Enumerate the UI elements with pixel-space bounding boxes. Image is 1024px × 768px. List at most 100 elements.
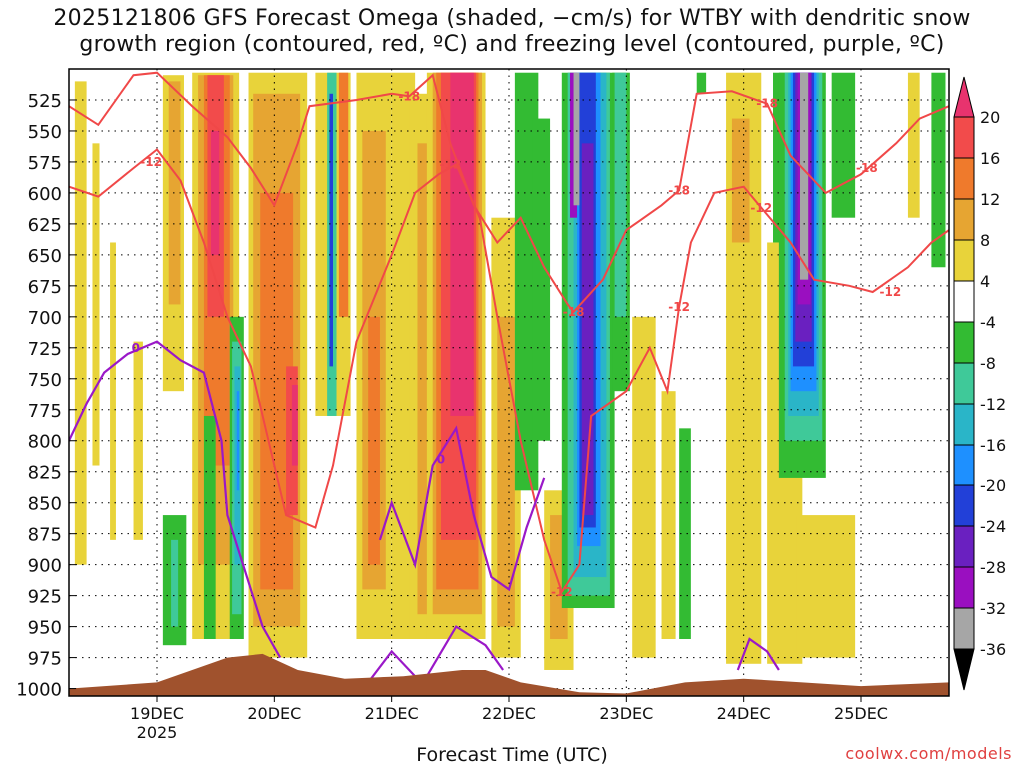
y-tick-label: 725 — [28, 339, 62, 360]
colorbar-label: 8 — [980, 231, 990, 250]
y-tick-label: 950 — [28, 618, 62, 639]
x-tick-label: 21DEC — [365, 704, 419, 723]
dgz-contour-label: -18 — [756, 97, 778, 111]
omega-shading-cell — [497, 316, 515, 627]
omega-shading-cell — [291, 384, 298, 466]
y-tick-label: 900 — [28, 556, 62, 577]
y-tick-label: 625 — [28, 215, 62, 236]
colorbar-segment — [953, 239, 975, 282]
colorbar-label: 16 — [980, 149, 1000, 168]
omega-shading-cell — [696, 72, 707, 94]
y-tick-label: 525 — [28, 91, 62, 112]
omega-shading-cell — [661, 391, 676, 639]
omega-shading-cell — [679, 428, 691, 639]
omega-shading-cell — [450, 72, 474, 416]
omega-shading-cell — [203, 415, 216, 639]
dgz-contour-label: -12 — [668, 300, 690, 314]
y-tick-label: 550 — [28, 122, 62, 143]
colorbar-segment — [953, 362, 975, 405]
colorbar-segment — [953, 566, 975, 609]
x-tick-label: 25DEC — [834, 704, 888, 723]
y-tick-label: 975 — [28, 649, 62, 670]
chart-title-line-2: growth region (contoured, red, ºC) and f… — [79, 32, 945, 57]
y-tick-label: 750 — [28, 370, 62, 391]
terrain-fill — [69, 653, 949, 696]
y-tick-label: 575 — [28, 153, 62, 174]
dgz-contour-label: -12 — [551, 585, 573, 599]
colorbar-segment — [953, 607, 975, 650]
omega-shading-cell — [614, 72, 627, 317]
dgz-contour-label: -12 — [439, 157, 461, 171]
dgz-contour-line — [69, 148, 949, 595]
dgz-contour-label: -12 — [140, 155, 162, 169]
colorbar-segment — [953, 321, 975, 364]
omega-shading-cell — [368, 316, 380, 565]
colorbar-segment — [953, 403, 975, 446]
colorbar-label: -32 — [980, 599, 1006, 618]
colorbar-label: -4 — [980, 313, 996, 332]
omega-shading-cell — [581, 143, 594, 516]
omega-shading-cell — [92, 143, 100, 466]
omega-shading-cell — [907, 72, 920, 218]
omega-shading-cell — [931, 72, 946, 268]
omega-shading-cell — [532, 118, 551, 441]
y-tick-label: 775 — [28, 401, 62, 422]
colorbar-label: 12 — [980, 190, 1000, 209]
omega-shading-cell — [731, 118, 750, 243]
colorbar-label: -8 — [980, 354, 996, 373]
dgz-contour-label: -12 — [879, 285, 901, 299]
colorbar-segment — [953, 157, 975, 200]
x-tick-label: 23DEC — [599, 704, 653, 723]
omega-shading-cell — [632, 316, 656, 658]
omega-shading-cell — [338, 72, 349, 317]
colorbar-label: -12 — [980, 395, 1006, 414]
omega-shading-cell — [171, 539, 179, 627]
dgz-contour-line — [69, 71, 949, 314]
x-tick-label: 24DEC — [717, 704, 771, 723]
dgz-contour-label: -18 — [563, 305, 585, 319]
x-tick-label: 20DEC — [247, 704, 301, 723]
x-axis-label: Forecast Time (UTC) — [416, 744, 608, 766]
colorbar-top-arrow — [953, 76, 975, 118]
colorbar-label: -28 — [980, 558, 1006, 577]
omega-shading-cell — [168, 81, 181, 305]
y-tick-label: 600 — [28, 184, 62, 205]
omega-shading-cell — [573, 72, 580, 206]
dgz-contour-label: -18 — [398, 89, 420, 103]
colorbar-label: 4 — [980, 272, 990, 291]
chart-title-line-1: 2025121806 GFS Forecast Omega (shaded, −… — [53, 6, 971, 31]
y-tick-label: 800 — [28, 432, 62, 453]
dgz-contour-label: -18 — [668, 183, 690, 197]
omega-shading-cell — [831, 72, 856, 218]
freezing-level-contour — [378, 425, 546, 592]
colorbar-label: -20 — [980, 476, 1006, 495]
y-tick-label: 1000 — [16, 680, 62, 701]
colorbar-segment — [953, 116, 975, 159]
y-tick-label: 850 — [28, 494, 62, 515]
freezing-level-contour — [367, 649, 416, 684]
y-tick-label: 700 — [28, 308, 62, 329]
freezing-level-contour — [69, 340, 282, 659]
freezing-level-label: 0 — [132, 341, 140, 355]
colorbar-label: -36 — [980, 640, 1006, 659]
omega-shading-cell — [133, 341, 143, 540]
x-tick-label: 19DEC — [130, 704, 184, 723]
omega-shading-cell — [329, 93, 333, 367]
colorbar-segment — [953, 444, 975, 486]
omega-shading-cell — [74, 81, 87, 565]
colorbar-label: -24 — [980, 517, 1006, 536]
y-tick-label: 875 — [28, 525, 62, 546]
omega-shading-cell — [796, 515, 856, 658]
freezing-level-contour — [736, 637, 780, 671]
dgz-contour-label: -18 — [856, 161, 878, 175]
omega-shading-cell — [799, 72, 809, 280]
y-tick-label: 925 — [28, 587, 62, 608]
omega-shading-cell — [210, 130, 220, 255]
x-tick-label: 22DEC — [482, 704, 536, 723]
colorbar-segment — [953, 198, 975, 241]
y-tick-label: 650 — [28, 246, 62, 267]
y-tick-label: 825 — [28, 463, 62, 484]
omega-shading-cell — [110, 242, 116, 540]
x-tick-year-label: 2025 — [137, 723, 178, 742]
